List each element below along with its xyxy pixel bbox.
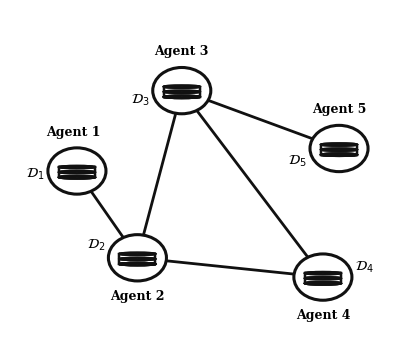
Ellipse shape bbox=[164, 86, 200, 88]
Ellipse shape bbox=[119, 258, 155, 260]
Text: Agent 3: Agent 3 bbox=[155, 45, 209, 58]
Text: $\mathcal{D}_3$: $\mathcal{D}_3$ bbox=[131, 93, 150, 108]
Ellipse shape bbox=[305, 282, 341, 285]
Text: Agent 5: Agent 5 bbox=[312, 103, 366, 116]
Ellipse shape bbox=[119, 263, 155, 265]
Ellipse shape bbox=[164, 96, 200, 98]
Ellipse shape bbox=[305, 272, 341, 274]
Ellipse shape bbox=[59, 166, 95, 168]
Circle shape bbox=[108, 235, 166, 281]
Polygon shape bbox=[305, 273, 341, 283]
Text: Agent 4: Agent 4 bbox=[296, 309, 350, 322]
Polygon shape bbox=[59, 167, 95, 177]
Ellipse shape bbox=[119, 258, 155, 260]
Ellipse shape bbox=[164, 86, 200, 88]
Ellipse shape bbox=[59, 166, 95, 168]
Ellipse shape bbox=[305, 277, 341, 279]
Circle shape bbox=[48, 148, 106, 194]
Ellipse shape bbox=[119, 263, 155, 265]
Text: Agent 2: Agent 2 bbox=[110, 290, 165, 303]
Ellipse shape bbox=[164, 96, 200, 98]
Polygon shape bbox=[321, 145, 357, 155]
Ellipse shape bbox=[119, 263, 155, 265]
Ellipse shape bbox=[59, 171, 95, 173]
Ellipse shape bbox=[321, 154, 357, 156]
Ellipse shape bbox=[164, 91, 200, 93]
Polygon shape bbox=[119, 254, 155, 264]
Text: $\mathcal{D}_5$: $\mathcal{D}_5$ bbox=[288, 154, 307, 169]
Ellipse shape bbox=[321, 154, 357, 156]
Text: Agent 1: Agent 1 bbox=[46, 126, 100, 139]
Ellipse shape bbox=[59, 176, 95, 179]
Ellipse shape bbox=[305, 282, 341, 285]
Ellipse shape bbox=[119, 253, 155, 255]
Ellipse shape bbox=[59, 176, 95, 179]
Ellipse shape bbox=[164, 96, 200, 98]
Ellipse shape bbox=[321, 143, 357, 146]
Ellipse shape bbox=[321, 154, 357, 156]
Circle shape bbox=[310, 126, 368, 172]
Circle shape bbox=[294, 254, 352, 300]
Ellipse shape bbox=[119, 263, 155, 265]
Ellipse shape bbox=[119, 253, 155, 255]
Ellipse shape bbox=[59, 171, 95, 173]
Text: $\mathcal{D}_4$: $\mathcal{D}_4$ bbox=[355, 260, 374, 275]
Ellipse shape bbox=[305, 282, 341, 285]
Ellipse shape bbox=[164, 96, 200, 98]
Ellipse shape bbox=[59, 176, 95, 179]
Ellipse shape bbox=[59, 176, 95, 179]
Ellipse shape bbox=[164, 91, 200, 93]
Ellipse shape bbox=[321, 148, 357, 151]
Ellipse shape bbox=[321, 143, 357, 146]
Ellipse shape bbox=[321, 148, 357, 151]
Text: $\mathcal{D}_1$: $\mathcal{D}_1$ bbox=[26, 167, 45, 182]
Polygon shape bbox=[164, 87, 200, 97]
Ellipse shape bbox=[305, 272, 341, 274]
Text: $\mathcal{D}_2$: $\mathcal{D}_2$ bbox=[87, 237, 105, 253]
Ellipse shape bbox=[305, 282, 341, 285]
Ellipse shape bbox=[305, 277, 341, 279]
Ellipse shape bbox=[321, 154, 357, 156]
Circle shape bbox=[153, 67, 211, 114]
